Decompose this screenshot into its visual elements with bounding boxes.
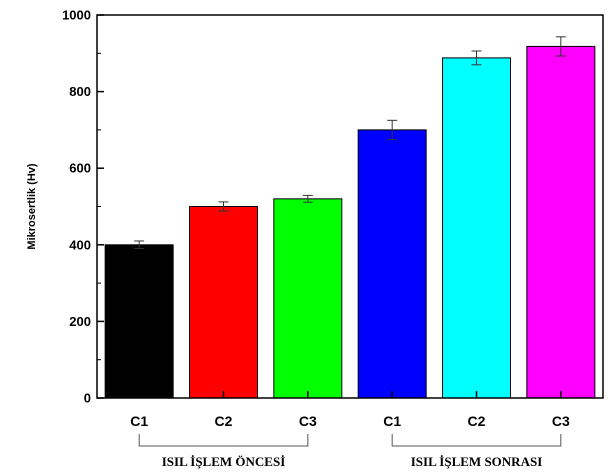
group-bracket-2: ISIL İŞLEM SONRASI bbox=[391, 434, 562, 469]
x-tick-label: C1 bbox=[130, 413, 148, 429]
error-bar-2 bbox=[218, 201, 229, 212]
x-tick-label: C2 bbox=[215, 413, 233, 429]
x-tick-label: C2 bbox=[468, 413, 486, 429]
bar-5 bbox=[442, 57, 511, 399]
error-bar-5 bbox=[471, 50, 482, 66]
x-axis-ticks: C1 C2 C3 C1 C2 C3 bbox=[130, 391, 570, 429]
error-bars-layer bbox=[134, 36, 566, 250]
error-bar-4 bbox=[387, 119, 398, 140]
bar-1 bbox=[104, 244, 174, 399]
y-axis-label: Mikrosertlik (Hv) bbox=[26, 163, 38, 250]
y-tick-label: 1000 bbox=[62, 8, 91, 23]
group-label: ISIL İŞLEM ÖNCESİ bbox=[162, 454, 286, 469]
group-label: ISIL İŞLEM SONRASI bbox=[411, 454, 543, 469]
x-tick-label: C1 bbox=[383, 413, 401, 429]
error-bar-3 bbox=[302, 194, 313, 203]
x-tick-label: C3 bbox=[552, 413, 570, 429]
y-tick-label: 400 bbox=[69, 237, 91, 252]
bar-4 bbox=[357, 129, 427, 399]
error-bar-6 bbox=[555, 36, 566, 57]
y-tick-label: 600 bbox=[69, 161, 91, 176]
group-bracket-1: ISIL İŞLEM ÖNCESİ bbox=[138, 434, 309, 469]
y-axis-ticks: 0 200 400 600 800 1000 bbox=[62, 8, 104, 406]
bar-3 bbox=[273, 198, 343, 399]
y-tick-label: 200 bbox=[69, 314, 91, 329]
bar-6 bbox=[526, 45, 596, 399]
bar-2 bbox=[189, 206, 258, 399]
bars-layer bbox=[104, 45, 596, 399]
y-tick-label: 0 bbox=[84, 391, 91, 406]
x-tick-label: C3 bbox=[299, 413, 317, 429]
error-bar-1 bbox=[134, 240, 145, 250]
y-tick-label: 800 bbox=[69, 84, 91, 99]
group-brackets: ISIL İŞLEM ÖNCESİ ISIL İŞLEM SONRASI bbox=[138, 434, 562, 469]
